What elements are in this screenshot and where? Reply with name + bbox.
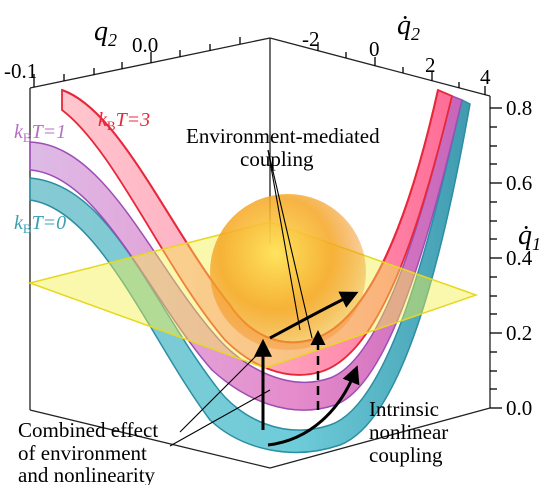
- q2dot-axis-label: q̇2: [397, 10, 420, 44]
- q2-tick-label: -0.1: [4, 59, 37, 83]
- q1dot-tick-label: 0.8: [506, 96, 532, 120]
- combined-effect-label: Combined effect of environment and nonli…: [18, 418, 163, 485]
- q2dot-axis-ticks: [317, 42, 486, 95]
- q1dot-tick-label: 0.2: [506, 321, 532, 345]
- annotation-lines: [169, 149, 313, 447]
- surface-kbt0: [29, 98, 471, 454]
- q2dot-tick-label: 2: [425, 53, 436, 77]
- q2dot-tick-label: 0: [369, 37, 380, 61]
- curve-label-kbt3: kBT=3: [98, 109, 150, 133]
- surface-kbt1: [29, 94, 463, 411]
- q2-axis-ticks: [33, 37, 241, 87]
- q1dot-tick-label: 0.4: [506, 246, 533, 270]
- environment-coupling-label: Environment-mediated coupling: [186, 124, 385, 171]
- q1dot-axis-ticks: [490, 107, 502, 409]
- curve-label-kbt1: kBT=1: [14, 121, 66, 145]
- intrinsic-coupling-label: Intrinsic nonlinear coupling: [369, 397, 454, 467]
- environment-arrow: [269, 291, 359, 340]
- intrinsic-arrow: [267, 365, 360, 447]
- q1dot-tick-label: 0.6: [506, 171, 532, 195]
- q2-tick-label: 0.0: [132, 33, 158, 57]
- q2dot-tick-label: -2: [302, 27, 320, 51]
- arrows: [254, 291, 360, 447]
- q2-axis-label: q2: [94, 16, 117, 50]
- q2dot-tick-label: 4: [480, 65, 491, 89]
- sphere: [210, 194, 366, 350]
- q1dot-tick-label: 0.0: [506, 396, 532, 420]
- curve-label-kbt0: kBT=0: [14, 212, 66, 236]
- q1dot-axis-label: q̇1: [518, 220, 541, 254]
